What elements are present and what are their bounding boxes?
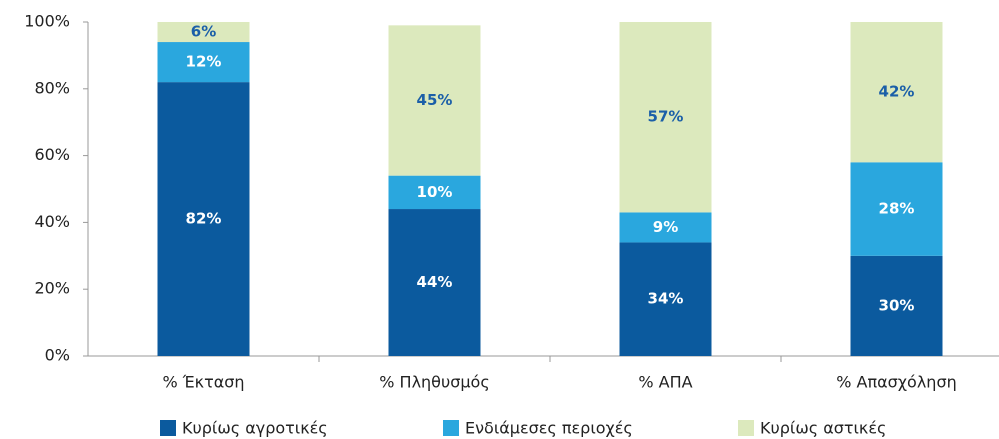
- value-label: 12%: [186, 53, 222, 71]
- y-tick-label: 0%: [45, 346, 70, 365]
- bar-segment: [157, 42, 250, 83]
- bar-segment: [388, 209, 481, 356]
- x-tick-label: % Απασχόληση: [836, 373, 956, 392]
- y-tick-label: 60%: [34, 145, 70, 164]
- value-label: 57%: [648, 108, 684, 126]
- legend-swatch: [738, 420, 754, 436]
- bar-segment: [850, 162, 943, 256]
- y-tick-label: 40%: [34, 212, 70, 231]
- value-label: 30%: [879, 296, 915, 314]
- bar-segment: [388, 25, 481, 176]
- bar-segment: [850, 255, 943, 356]
- x-tick-label: % Πληθυσμός: [379, 373, 489, 392]
- value-label: 9%: [653, 218, 678, 236]
- x-tick-label: % ΑΠΑ: [638, 373, 692, 392]
- bar-segment: [619, 212, 712, 243]
- bar-segment: [850, 22, 943, 163]
- value-label: 34%: [648, 290, 684, 308]
- bar-segment: [157, 82, 250, 357]
- value-label: 45%: [417, 91, 453, 109]
- legend-swatch: [160, 420, 176, 436]
- value-label: 28%: [879, 200, 915, 218]
- legend-label: Ενδιάμεσες περιοχές: [465, 419, 633, 438]
- bar-segment: [619, 242, 712, 356]
- value-label: 6%: [191, 23, 216, 41]
- value-label: 44%: [417, 273, 453, 291]
- x-tick-label: % Έκταση: [162, 373, 244, 392]
- value-label: 42%: [879, 83, 915, 101]
- value-label: 10%: [417, 183, 453, 201]
- legend-label: Κυρίως αγροτικές: [182, 419, 328, 438]
- y-tick-label: 100%: [24, 12, 70, 31]
- y-tick-label: 20%: [34, 279, 70, 298]
- bar-segment: [388, 175, 481, 210]
- legend-swatch: [443, 420, 459, 436]
- bar-segment: [619, 22, 712, 213]
- value-label: 82%: [186, 210, 222, 228]
- bar-segment: [157, 22, 250, 43]
- y-tick-label: 80%: [34, 78, 70, 97]
- legend-label: Κυρίως αστικές: [760, 419, 886, 438]
